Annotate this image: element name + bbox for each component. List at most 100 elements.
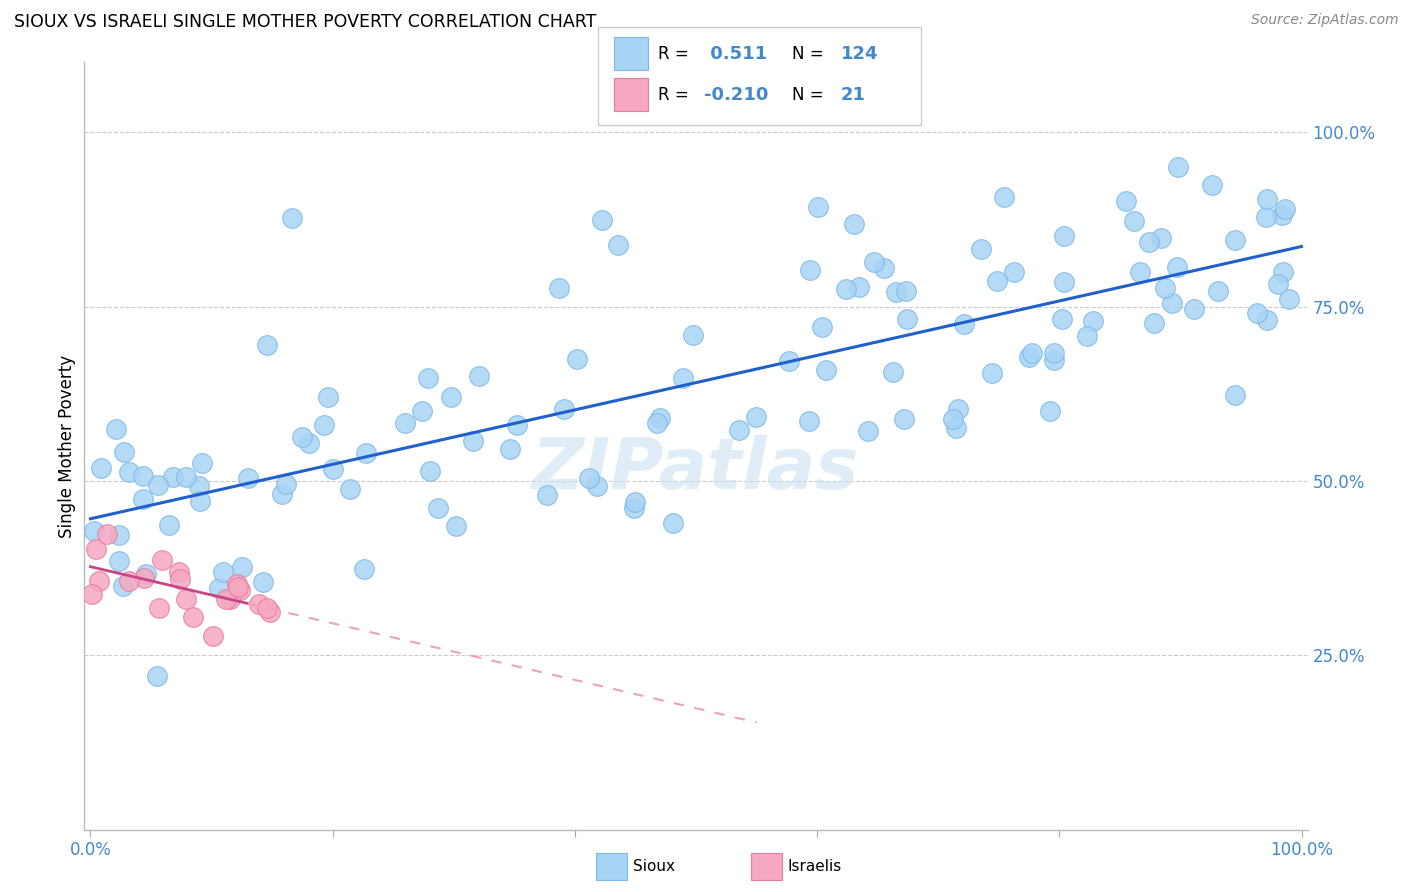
Point <box>1050 312 1073 326</box>
Point <box>946 401 969 416</box>
Point <box>167 565 190 579</box>
Point <box>226 577 249 591</box>
Point <box>174 592 197 607</box>
Point <box>499 442 522 457</box>
Point <box>1166 260 1188 274</box>
Point <box>553 401 575 416</box>
Point <box>893 412 915 426</box>
Point <box>1271 265 1294 279</box>
Point <box>169 572 191 586</box>
Point <box>162 470 184 484</box>
Point <box>118 465 141 479</box>
Point <box>298 435 321 450</box>
Point <box>226 580 249 594</box>
Point <box>1206 284 1229 298</box>
Point <box>87 574 110 588</box>
Point <box>1225 233 1247 247</box>
Point <box>942 412 965 426</box>
Text: ZIPatlas: ZIPatlas <box>533 434 859 503</box>
Point <box>873 261 896 276</box>
Point <box>894 284 917 298</box>
Point <box>606 237 628 252</box>
Point <box>1246 306 1268 320</box>
Text: 21: 21 <box>841 86 866 103</box>
Point <box>229 582 252 597</box>
Point <box>419 464 441 478</box>
Point <box>993 189 1015 203</box>
Point <box>1184 302 1206 317</box>
Point <box>291 430 314 444</box>
Point <box>215 591 238 606</box>
Point <box>981 366 1004 380</box>
Point <box>252 574 274 589</box>
Point <box>858 424 880 438</box>
Text: 0.511: 0.511 <box>704 45 768 62</box>
Point <box>645 416 668 430</box>
Point <box>1043 346 1066 360</box>
Text: -0.210: -0.210 <box>704 86 769 103</box>
Point <box>810 319 832 334</box>
Point <box>1267 277 1289 292</box>
Point <box>506 418 529 433</box>
Point <box>1161 295 1184 310</box>
Point <box>146 669 169 683</box>
Point <box>1274 202 1296 216</box>
Point <box>247 598 270 612</box>
Point <box>1053 275 1076 289</box>
Point <box>586 479 609 493</box>
Point <box>157 518 180 533</box>
Point <box>807 200 830 214</box>
Point <box>148 600 170 615</box>
Point <box>648 410 671 425</box>
Point <box>1137 235 1160 249</box>
Point <box>107 554 129 568</box>
Text: N =: N = <box>792 86 823 103</box>
Point <box>1043 352 1066 367</box>
Point <box>672 371 695 385</box>
Point <box>1143 316 1166 330</box>
Point <box>271 487 294 501</box>
Point <box>150 552 173 566</box>
Point <box>745 410 768 425</box>
Point <box>1256 192 1278 206</box>
Point <box>190 456 212 470</box>
Text: R =: R = <box>658 45 689 62</box>
Point <box>112 445 135 459</box>
Point <box>107 528 129 542</box>
Point <box>591 213 613 227</box>
Point <box>236 471 259 485</box>
Point <box>219 592 242 607</box>
Point <box>90 460 112 475</box>
Point <box>842 218 865 232</box>
Point <box>416 370 439 384</box>
Point <box>662 516 685 530</box>
Point <box>884 285 907 299</box>
Point <box>1271 208 1294 222</box>
Point <box>134 571 156 585</box>
Point <box>353 561 375 575</box>
Y-axis label: Single Mother Poverty: Single Mother Poverty <box>58 354 76 538</box>
Point <box>835 282 858 296</box>
Point <box>799 263 821 277</box>
Point <box>201 629 224 643</box>
Point <box>444 519 467 533</box>
Point <box>1002 265 1025 279</box>
Point <box>276 477 298 491</box>
Text: R =: R = <box>658 86 689 103</box>
Point <box>1150 231 1173 245</box>
Point <box>536 488 558 502</box>
Point <box>1256 313 1278 327</box>
Point <box>281 211 304 226</box>
Point <box>468 369 491 384</box>
Point <box>624 495 647 509</box>
Point <box>1122 214 1144 228</box>
Point <box>411 404 433 418</box>
Point <box>339 483 361 497</box>
Point <box>132 491 155 506</box>
Text: Source: ZipAtlas.com: Source: ZipAtlas.com <box>1251 13 1399 28</box>
Point <box>80 587 103 601</box>
Point <box>970 242 993 256</box>
Point <box>112 579 135 593</box>
Point <box>1115 194 1137 209</box>
Text: SIOUX VS ISRAELI SINGLE MOTHER POVERTY CORRELATION CHART: SIOUX VS ISRAELI SINGLE MOTHER POVERTY C… <box>14 13 596 31</box>
